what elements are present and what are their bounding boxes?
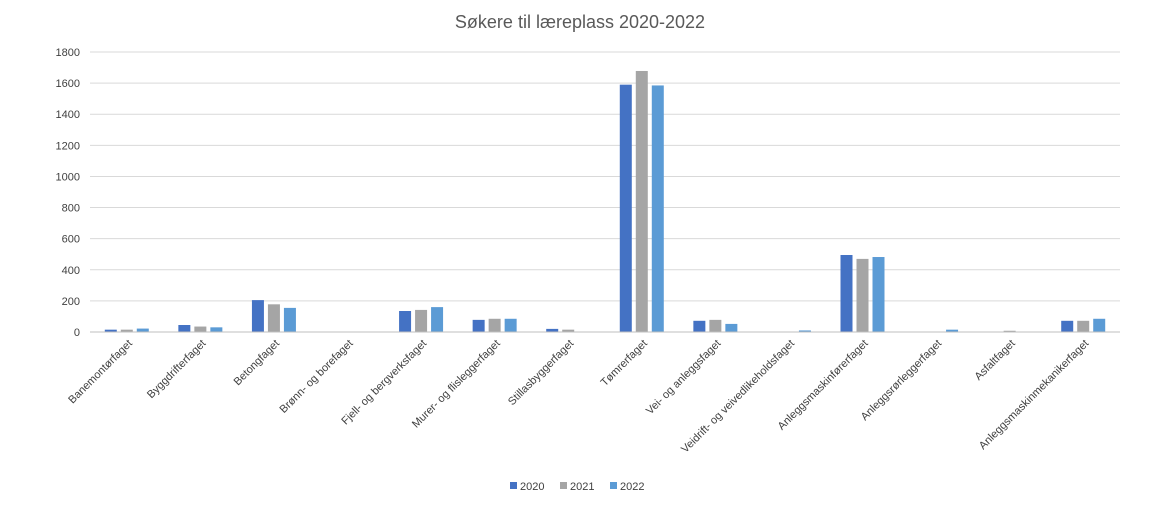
bar-2022 xyxy=(283,307,296,332)
bar-2022 xyxy=(651,85,664,332)
y-tick-label: 1200 xyxy=(56,140,80,152)
y-tick-label: 800 xyxy=(62,203,80,215)
bar-2021 xyxy=(267,304,280,332)
bar-2022 xyxy=(1093,318,1106,332)
bars xyxy=(104,70,1106,333)
y-tick-label: 400 xyxy=(62,265,80,277)
bar-2020 xyxy=(399,311,412,332)
bar-2020 xyxy=(251,300,264,332)
x-category-label: Tømrerfaget xyxy=(599,338,650,389)
bar-2022 xyxy=(946,329,959,332)
y-tick-label: 0 xyxy=(74,327,80,339)
bar-2020 xyxy=(693,320,706,332)
bar-2022 xyxy=(210,327,223,332)
y-tick-label: 200 xyxy=(62,296,80,308)
x-category-label: Byggdrifterfaget xyxy=(145,338,208,401)
bar-2022 xyxy=(725,323,738,332)
bar-2020 xyxy=(840,255,853,332)
x-axis-category-labels: Banemontørfaget Byggdrifterfaget Betongfag… xyxy=(66,338,1091,456)
bar-2020 xyxy=(104,329,117,332)
bar-2021 xyxy=(709,319,722,332)
x-category-label: Anleggsrørleggerfaget xyxy=(859,338,944,423)
legend: 2020 2021 2022 xyxy=(510,481,644,493)
bar-2022 xyxy=(872,257,885,332)
bar-2021 xyxy=(1077,320,1090,332)
bar-2020 xyxy=(546,328,559,332)
legend-swatch-2020 xyxy=(510,482,517,489)
legend-label: 2021 xyxy=(570,481,594,493)
bar-2021 xyxy=(120,329,133,332)
y-axis-tick-labels: 0 200 400 600 800 1000 1200 1400 1600 1800 xyxy=(56,47,80,339)
bar-2021 xyxy=(635,70,648,332)
legend-label: 2022 xyxy=(620,481,644,493)
y-tick-label: 1800 xyxy=(56,47,80,59)
bar-2020 xyxy=(178,325,191,332)
bar-2020 xyxy=(619,84,632,333)
x-category-label: Banemontørfaget xyxy=(66,338,135,407)
x-category-label: Stillasbyggerfaget xyxy=(506,338,576,408)
gridlines xyxy=(90,51,1120,302)
bar-2020 xyxy=(472,319,485,332)
bar-2021 xyxy=(1003,330,1016,332)
bar-2021 xyxy=(415,309,428,332)
bar-2020 xyxy=(1061,320,1074,332)
y-tick-label: 1400 xyxy=(56,109,80,121)
bar-2021 xyxy=(194,326,207,332)
legend-label: 2020 xyxy=(520,481,544,493)
chart-title: Søkere til læreplass 2020-2022 xyxy=(455,12,705,32)
bar-2021 xyxy=(856,258,869,332)
y-tick-label: 600 xyxy=(62,234,80,246)
legend-swatch-2021 xyxy=(560,482,567,489)
bar-2021 xyxy=(562,329,575,332)
bar-2022 xyxy=(798,330,811,332)
bar-2021 xyxy=(488,318,501,332)
bar-2022 xyxy=(136,328,149,332)
legend-swatch-2022 xyxy=(610,482,617,489)
x-category-label: Vei- og anleggsfaget xyxy=(644,338,723,417)
y-tick-label: 1000 xyxy=(56,171,80,183)
bar-2022 xyxy=(431,307,444,332)
x-category-label: Brønn- og borefaget xyxy=(278,338,356,416)
bar-2022 xyxy=(504,318,517,332)
x-category-label: Asfaltfaget xyxy=(973,338,1018,383)
x-category-label: Murer- og flisleggerfaget xyxy=(410,338,503,431)
x-category-label: Fjell- og bergverksfaget xyxy=(339,338,429,428)
y-tick-label: 1600 xyxy=(56,78,80,90)
x-category-label: Betongfaget xyxy=(232,338,282,388)
